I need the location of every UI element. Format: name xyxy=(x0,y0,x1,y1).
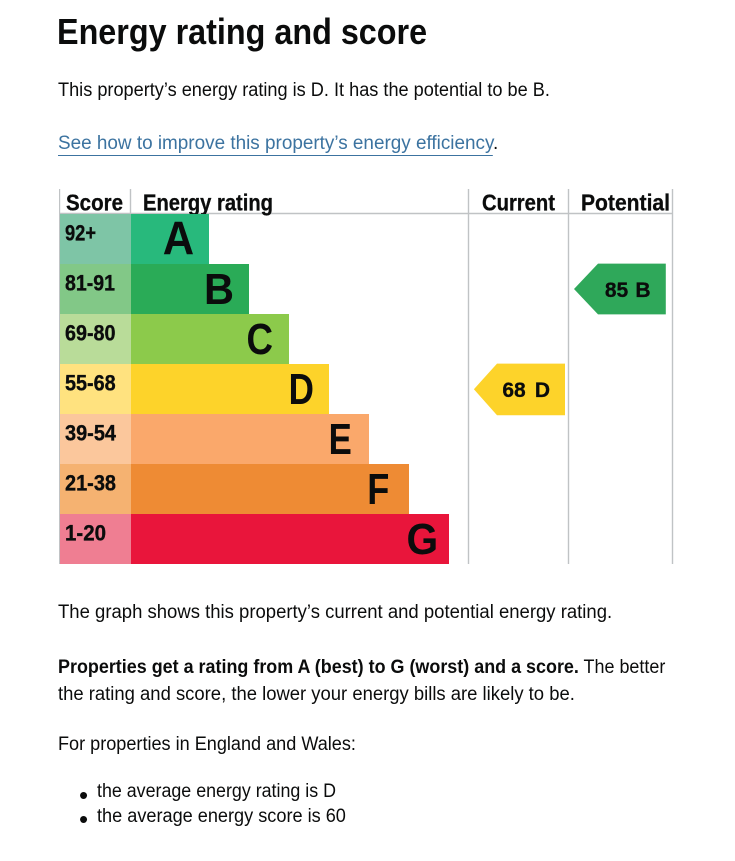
svg-text:Energy rating: Energy rating xyxy=(143,190,273,216)
svg-text:D: D xyxy=(289,365,314,414)
svg-text:85: 85 xyxy=(605,279,629,302)
svg-text:D: D xyxy=(535,379,550,402)
svg-text:1-20: 1-20 xyxy=(65,520,106,545)
svg-text:81-91: 81-91 xyxy=(65,270,115,295)
svg-text:A: A xyxy=(163,211,194,264)
svg-text:G: G xyxy=(407,515,439,564)
svg-text:69-80: 69-80 xyxy=(65,320,116,345)
svg-text:55-68: 55-68 xyxy=(65,370,116,395)
svg-text:E: E xyxy=(329,415,352,464)
svg-text:Current: Current xyxy=(482,190,555,216)
svg-text:F: F xyxy=(367,465,389,514)
svg-text:68: 68 xyxy=(502,379,526,402)
svg-text:Score: Score xyxy=(66,190,123,216)
svg-text:C: C xyxy=(247,315,274,364)
svg-text:39-54: 39-54 xyxy=(65,420,117,445)
svg-text:B: B xyxy=(635,279,650,302)
svg-text:21-38: 21-38 xyxy=(65,470,116,495)
svg-text:Potential: Potential xyxy=(581,190,670,216)
svg-text:92+: 92+ xyxy=(65,220,96,245)
svg-text:B: B xyxy=(204,265,234,314)
